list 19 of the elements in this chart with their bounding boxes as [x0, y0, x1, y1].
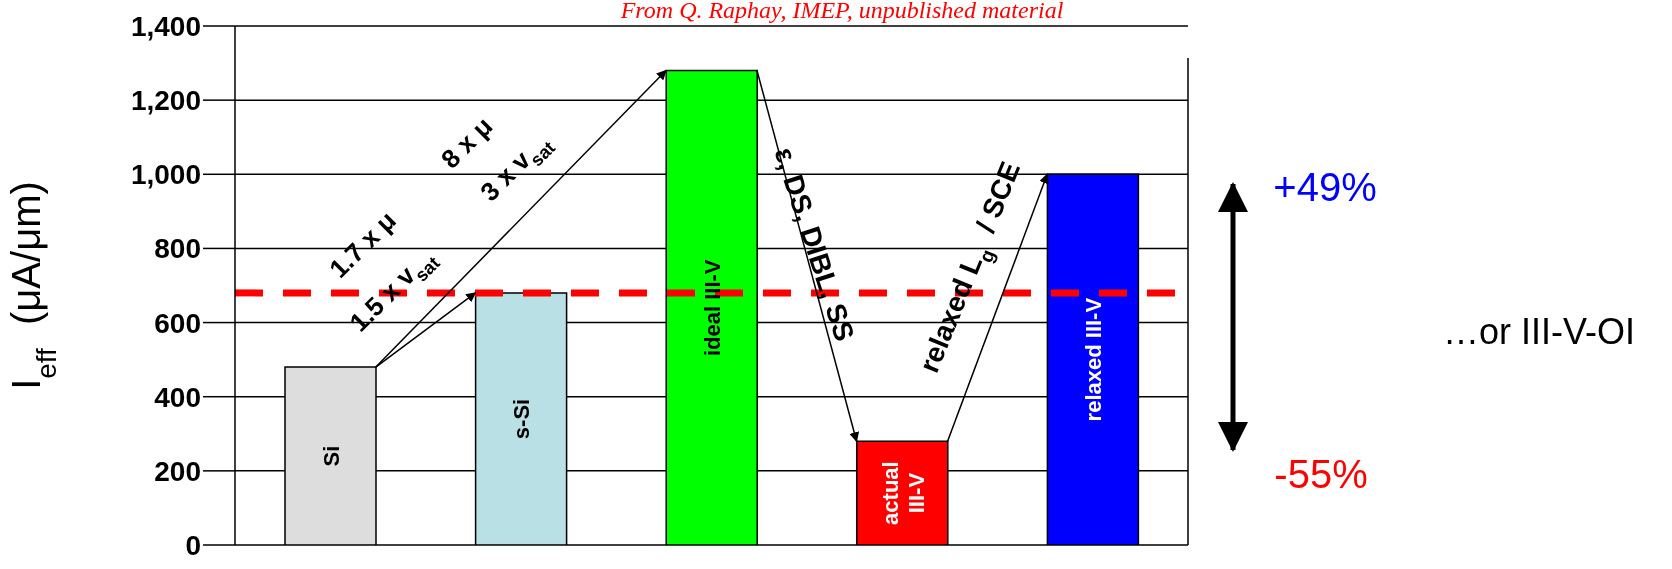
- x-tick-label: ideal III-V: [699, 259, 725, 357]
- y-tick-label: 1,000: [130, 159, 201, 191]
- text: -55%: [1274, 451, 1368, 496]
- y-tick-label: 600: [154, 307, 201, 339]
- x-tick-label: actual III-V: [878, 461, 930, 525]
- y-tick-label: 0: [185, 529, 201, 561]
- annotation: ε, DS, DIBL, SS: [768, 143, 860, 345]
- x-tick-label: Si: [318, 445, 344, 467]
- text: …or III-V-OI: [1442, 310, 1636, 352]
- x-tick-label: s-Si: [509, 398, 535, 440]
- text: From Q. Raphay, IMEP, unpublished material: [619, 0, 1064, 23]
- annotation: 8 x μ: [434, 110, 499, 175]
- text: +49%: [1273, 164, 1377, 209]
- y-tick-label: 400: [154, 381, 201, 413]
- y-tick-label: 1,400: [130, 10, 201, 42]
- y-tick-label: 200: [154, 455, 201, 487]
- y-tick-label: 800: [154, 233, 201, 265]
- x-tick-label: relaxed III-V: [1080, 297, 1106, 422]
- y-tick-label: 1,200: [130, 85, 201, 117]
